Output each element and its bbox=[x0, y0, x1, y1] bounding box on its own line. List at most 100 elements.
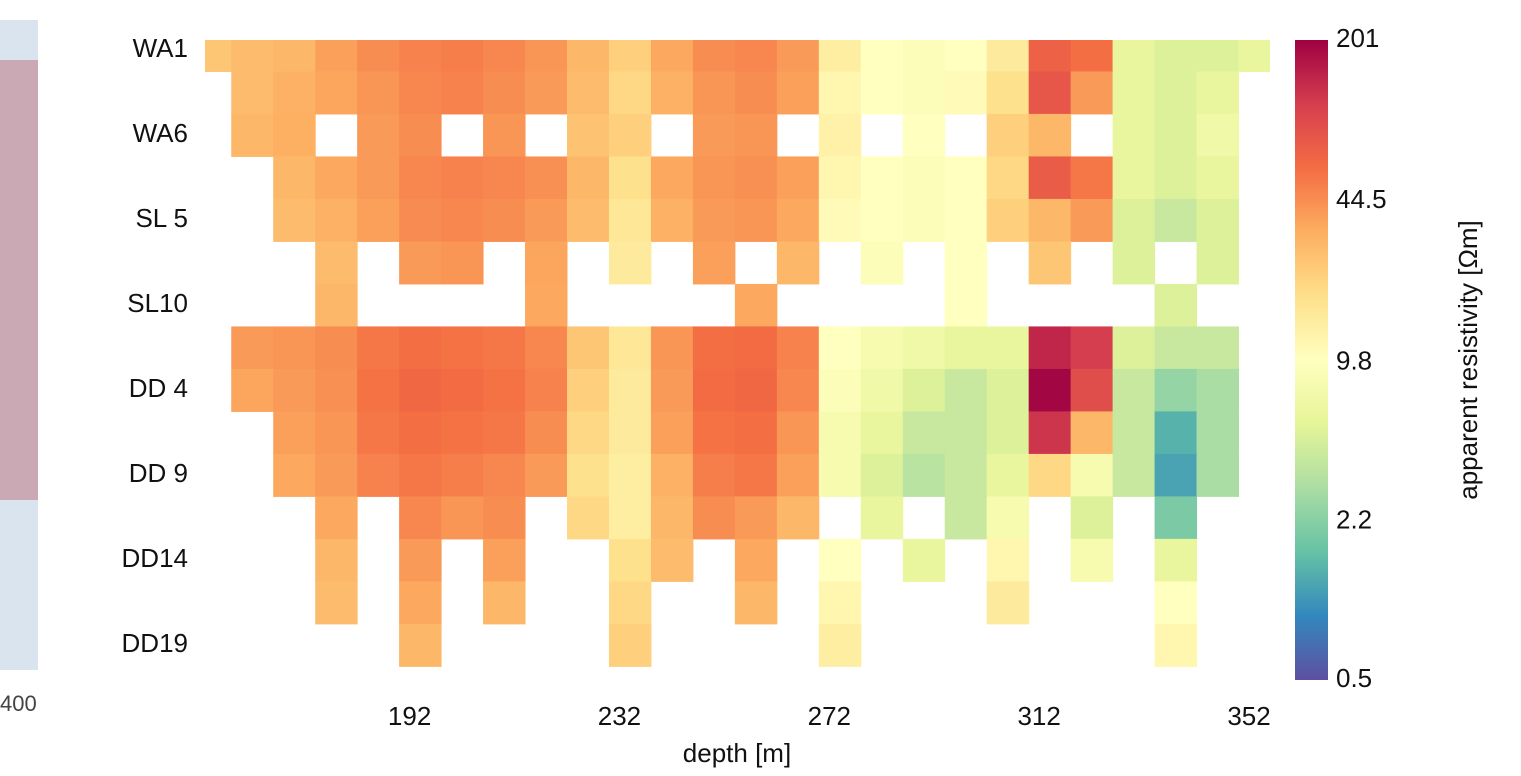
cell bbox=[483, 199, 525, 242]
cell bbox=[1155, 624, 1197, 667]
cell bbox=[777, 411, 819, 454]
cell bbox=[861, 71, 903, 114]
cell bbox=[483, 156, 525, 199]
cell bbox=[1155, 369, 1197, 412]
cell bbox=[1113, 199, 1155, 242]
cell bbox=[777, 369, 819, 412]
cell bbox=[1113, 454, 1155, 497]
cell bbox=[693, 71, 735, 114]
cell bbox=[1071, 454, 1113, 497]
cell bbox=[987, 369, 1029, 412]
cell bbox=[987, 496, 1029, 539]
cell bbox=[1029, 326, 1071, 369]
cell bbox=[1155, 326, 1197, 369]
cell bbox=[567, 29, 609, 72]
cell bbox=[735, 199, 777, 242]
cell bbox=[399, 539, 441, 582]
cell bbox=[567, 156, 609, 199]
cell bbox=[1113, 114, 1155, 157]
colorbar-label: apparent resistivity [Ωm] bbox=[1453, 220, 1483, 500]
cell bbox=[735, 581, 777, 624]
cell bbox=[735, 156, 777, 199]
cell bbox=[357, 71, 399, 114]
cell bbox=[693, 29, 735, 72]
cell bbox=[735, 114, 777, 157]
cell bbox=[651, 156, 693, 199]
cell bbox=[483, 369, 525, 412]
cell bbox=[735, 326, 777, 369]
cell bbox=[399, 199, 441, 242]
cell bbox=[273, 411, 315, 454]
cell bbox=[399, 156, 441, 199]
cell bbox=[861, 29, 903, 72]
cell bbox=[399, 114, 441, 157]
cell bbox=[861, 156, 903, 199]
cell bbox=[483, 71, 525, 114]
cell bbox=[903, 326, 945, 369]
cell bbox=[315, 241, 357, 284]
cell bbox=[777, 156, 819, 199]
cell bbox=[1029, 241, 1071, 284]
cell bbox=[861, 326, 903, 369]
y-tick-label: WA6 bbox=[133, 118, 188, 148]
cell bbox=[1113, 29, 1155, 72]
cell bbox=[945, 156, 987, 199]
cell bbox=[525, 454, 567, 497]
cell bbox=[1197, 454, 1239, 497]
cell bbox=[1113, 369, 1155, 412]
cell bbox=[945, 454, 987, 497]
cell bbox=[357, 156, 399, 199]
cell bbox=[819, 114, 861, 157]
cell bbox=[735, 454, 777, 497]
cell bbox=[819, 29, 861, 72]
cell bbox=[1071, 156, 1113, 199]
cell bbox=[945, 496, 987, 539]
cell bbox=[357, 454, 399, 497]
cell bbox=[315, 199, 357, 242]
cell bbox=[1071, 71, 1113, 114]
cell bbox=[819, 71, 861, 114]
cell bbox=[1113, 156, 1155, 199]
cell bbox=[483, 496, 525, 539]
cell bbox=[1113, 326, 1155, 369]
cell bbox=[819, 581, 861, 624]
cell bbox=[777, 71, 819, 114]
cell bbox=[315, 71, 357, 114]
cell bbox=[735, 496, 777, 539]
cell bbox=[273, 114, 315, 157]
cell bbox=[315, 369, 357, 412]
cell bbox=[525, 411, 567, 454]
x-axis-label: depth [m] bbox=[683, 738, 791, 768]
cell bbox=[1029, 199, 1071, 242]
cell bbox=[525, 156, 567, 199]
cell bbox=[1197, 199, 1239, 242]
cell bbox=[1155, 411, 1197, 454]
cell bbox=[567, 71, 609, 114]
cell bbox=[273, 199, 315, 242]
cell bbox=[1197, 29, 1239, 72]
cell bbox=[441, 411, 483, 454]
cell bbox=[273, 454, 315, 497]
cell bbox=[945, 326, 987, 369]
cell bbox=[273, 29, 315, 72]
cell bbox=[945, 284, 987, 327]
cell bbox=[693, 114, 735, 157]
cell bbox=[777, 199, 819, 242]
cell bbox=[525, 326, 567, 369]
cell bbox=[357, 29, 399, 72]
cell bbox=[609, 369, 651, 412]
cell bbox=[945, 411, 987, 454]
cell bbox=[609, 156, 651, 199]
y-tick-label: WA1 bbox=[133, 33, 188, 63]
y-tick-label: DD 9 bbox=[129, 458, 188, 488]
cell bbox=[399, 326, 441, 369]
cell bbox=[399, 454, 441, 497]
cell bbox=[1071, 369, 1113, 412]
cell bbox=[483, 326, 525, 369]
cell bbox=[315, 496, 357, 539]
cell bbox=[483, 411, 525, 454]
cell bbox=[1155, 114, 1197, 157]
cell bbox=[693, 411, 735, 454]
x-tick-label: 232 bbox=[598, 701, 641, 731]
cell bbox=[567, 326, 609, 369]
